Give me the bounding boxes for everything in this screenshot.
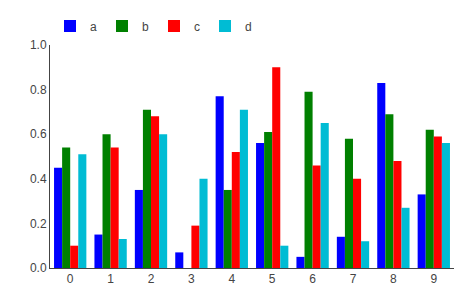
svg-text:2: 2 (148, 272, 155, 286)
svg-text:6: 6 (309, 272, 316, 286)
svg-text:c: c (194, 20, 200, 34)
svg-text:5: 5 (269, 272, 276, 286)
svg-text:4: 4 (228, 272, 235, 286)
svg-text:7: 7 (350, 272, 357, 286)
svg-text:b: b (142, 20, 149, 34)
svg-text:9: 9 (430, 272, 437, 286)
svg-text:0: 0 (67, 272, 74, 286)
svg-text:0.6: 0.6 (30, 127, 47, 141)
svg-text:1: 1 (107, 272, 114, 286)
svg-text:a: a (90, 20, 97, 34)
svg-text:8: 8 (390, 272, 397, 286)
svg-text:3: 3 (188, 272, 195, 286)
svg-text:0.0: 0.0 (30, 261, 47, 275)
svg-text:d: d (245, 20, 252, 34)
svg-text:0.8: 0.8 (30, 83, 47, 97)
svg-text:0.2: 0.2 (30, 217, 47, 231)
svg-text:1.0: 1.0 (30, 38, 47, 52)
svg-text:0.4: 0.4 (30, 172, 47, 186)
